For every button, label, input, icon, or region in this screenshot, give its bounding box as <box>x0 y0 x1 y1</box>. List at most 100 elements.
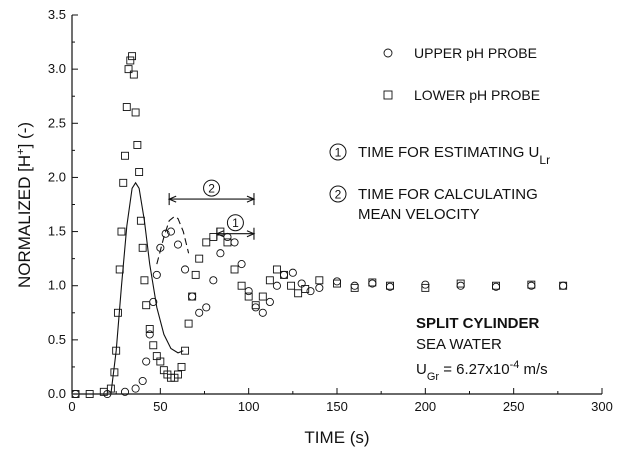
upper-probe-point <box>456 281 465 290</box>
lower-probe-point <box>131 108 140 117</box>
lower-probe-point <box>287 281 296 290</box>
bracket-number: 1 <box>232 216 239 230</box>
y-ticks: 0.0 0.5 1.0 1.5 2.0 2.5 3.0 3.5 <box>48 7 78 401</box>
lower-probe-point <box>188 292 197 301</box>
upper-probe-point <box>209 276 218 285</box>
legend-number-circle <box>329 143 347 161</box>
x-tick-label: 300 <box>591 399 613 414</box>
lower-probe-point <box>272 265 281 274</box>
legend-label: UPPER pH PROBE <box>414 45 537 61</box>
upper-probe-point <box>332 277 342 286</box>
legend-number-circle <box>329 185 347 203</box>
lower-probe-point <box>112 346 121 355</box>
upper-probe-point <box>272 281 281 290</box>
lower-probe-point <box>181 346 190 355</box>
y-tick-label: 3.5 <box>48 7 66 22</box>
bracket-arrow-right <box>246 230 256 238</box>
lower-probe-point <box>223 238 232 247</box>
upper-probe-point <box>202 303 211 312</box>
x-axis-label: TIME (s) <box>304 428 369 447</box>
annotation-fluid: SEA WATER <box>416 336 502 353</box>
lower-probe-point <box>244 292 253 301</box>
upper-probe-point <box>279 270 289 279</box>
y-tick-label: 0.0 <box>48 386 66 401</box>
legend-square-marker <box>383 90 393 100</box>
bracket-arrow-right <box>246 195 256 203</box>
lower-probe-point <box>85 390 94 398</box>
upper-probe-point <box>142 357 151 366</box>
y-axis-label: NORMALIZED [H+] (-) <box>15 122 34 288</box>
lower-probe-point <box>140 276 149 285</box>
upper-probe-point <box>181 265 190 274</box>
upper-probe-point <box>288 268 297 277</box>
solid-model-curve <box>110 181 184 395</box>
y-tick-label: 2.5 <box>48 115 66 130</box>
legend: UPPER pH PROBE LOWER pH PROBE 1 TIME FOR ES… <box>329 45 550 223</box>
y-tick-label: 1.0 <box>48 278 66 293</box>
lower-probe-point <box>129 70 138 79</box>
x-ticks: 0 50 100 150 200 250 300 <box>68 388 613 414</box>
bracket-number-circle <box>203 179 221 197</box>
lower-probe-point <box>106 384 115 393</box>
legend-number: 2 <box>335 188 342 202</box>
legend-label: LOWER pH PROBE <box>414 87 540 103</box>
upper-probe-point <box>350 281 359 290</box>
x-tick-label: 50 <box>153 399 167 414</box>
lower-probe-point <box>128 52 137 61</box>
upper-probe-point <box>306 287 315 296</box>
upper-probe-point <box>156 243 165 252</box>
upper-probe-point <box>195 308 204 317</box>
lower-probe-point <box>350 283 359 292</box>
lower-probe-point <box>265 276 274 285</box>
lower-probe-point <box>142 301 151 310</box>
upper-probe-point <box>131 384 140 393</box>
lower-probe-point <box>133 140 142 149</box>
lower-probe-point <box>122 103 131 111</box>
lower-probe-point <box>368 278 377 287</box>
lower-probe-point <box>492 281 500 290</box>
lower-probe-point <box>315 276 324 285</box>
lower-probe-point <box>294 289 303 298</box>
dashed-model-curve <box>156 215 190 265</box>
lower-probe-point <box>280 270 288 279</box>
bracket-arrow-left <box>215 230 225 238</box>
lower-probe-point <box>71 390 80 398</box>
lower-probe-point <box>559 281 568 290</box>
lower-probe-point <box>237 281 246 290</box>
lower-probe-point <box>251 301 260 310</box>
lower-probe-point <box>119 178 128 187</box>
lower-probe-point <box>177 362 186 371</box>
lower-probe-point <box>136 216 145 225</box>
lower-probe-point <box>209 233 218 241</box>
upper-probe-point <box>223 232 232 242</box>
lower-probe-point <box>117 227 126 236</box>
upper-probe-point <box>251 303 260 312</box>
upper-probe-point <box>120 387 130 396</box>
lower-probe-point <box>174 370 182 379</box>
upper-probe-point <box>244 287 253 296</box>
lower-probe-point <box>124 65 133 74</box>
upper-probe-point <box>173 240 183 249</box>
lower-probe-point <box>145 325 154 333</box>
legend-circle-marker <box>383 48 393 58</box>
legend-number: 1 <box>335 146 342 160</box>
y-tick-label: 1.5 <box>48 224 66 239</box>
lower-probe-point <box>156 357 165 366</box>
time-brackets: 21 <box>167 179 256 240</box>
lower-probe-point <box>184 319 193 328</box>
upper-probe-point <box>237 260 246 269</box>
lower-probe-point <box>258 292 267 301</box>
lower-probe-point <box>135 168 144 176</box>
upper-probe-point <box>230 238 239 247</box>
upper-probe-point <box>216 249 225 258</box>
annotation-velocity: UGr = 6.27x10-4 m/s <box>416 359 548 383</box>
lower-probe-point <box>121 151 129 160</box>
bracket-number-circle <box>226 214 244 232</box>
legend-label: TIME FOR CALCULATING <box>358 186 538 203</box>
y-tick-label: 2.0 <box>48 169 66 184</box>
lower-probe-point <box>202 238 211 247</box>
x-tick-label: 100 <box>238 399 260 414</box>
lower-probe-point <box>301 285 310 293</box>
lower-probe-point <box>230 265 239 274</box>
